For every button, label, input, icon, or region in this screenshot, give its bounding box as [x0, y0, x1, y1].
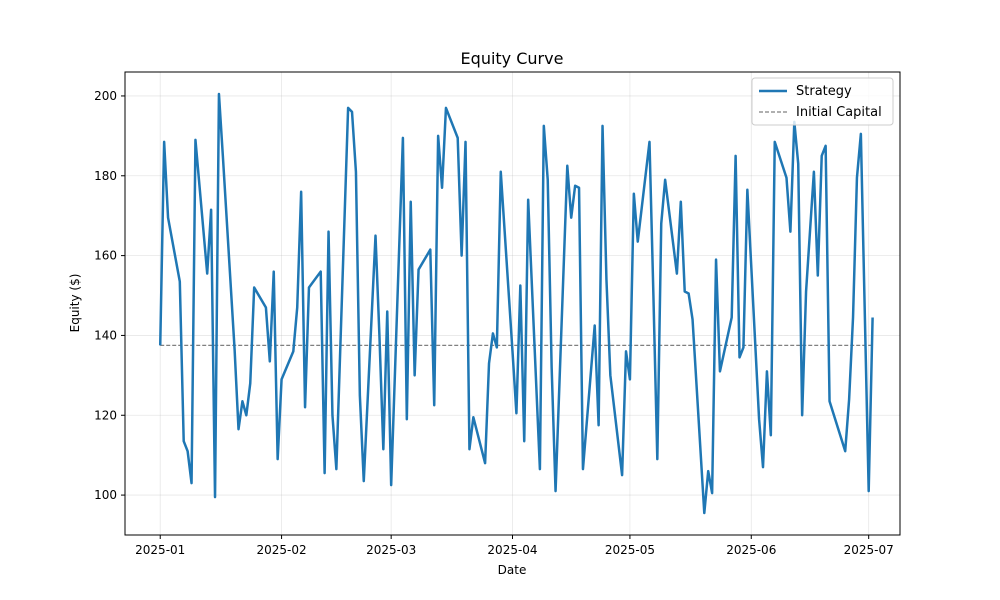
- y-tick-label: 120: [94, 408, 117, 422]
- series-layer: [158, 92, 874, 515]
- x-tick-label: 2025-02: [256, 543, 306, 557]
- chart-title: Equity Curve: [461, 49, 564, 68]
- y-axis: 100 120 140 160 180 200: [94, 89, 125, 502]
- legend-box: [751, 77, 894, 126]
- y-tick-label: 160: [94, 249, 117, 263]
- x-tick-label: 2025-03: [366, 543, 416, 557]
- y-tick-label: 180: [94, 169, 117, 183]
- x-tick-label: 2025-04: [487, 543, 537, 557]
- y-axis-label: Equity ($): [68, 274, 82, 333]
- x-axis-label: Date: [498, 563, 527, 577]
- y-tick-label: 100: [94, 488, 117, 502]
- y-tick-label: 200: [94, 89, 117, 103]
- series-line-strategy: [158, 92, 874, 515]
- x-tick-label: 2025-01: [135, 543, 185, 557]
- x-tick-label: 2025-07: [844, 543, 894, 557]
- legend-label-initial-capital: Initial Capital: [796, 105, 882, 120]
- x-axis: 2025-01 2025-02 2025-03 2025-04 2025-05 2025-…: [135, 535, 894, 557]
- x-tick-label: 2025-06: [726, 543, 776, 557]
- legend: Strategy Initial Capital: [751, 77, 894, 126]
- legend-label-strategy: Strategy: [796, 84, 852, 99]
- y-tick-label: 140: [94, 328, 117, 342]
- x-tick-label: 2025-05: [605, 543, 655, 557]
